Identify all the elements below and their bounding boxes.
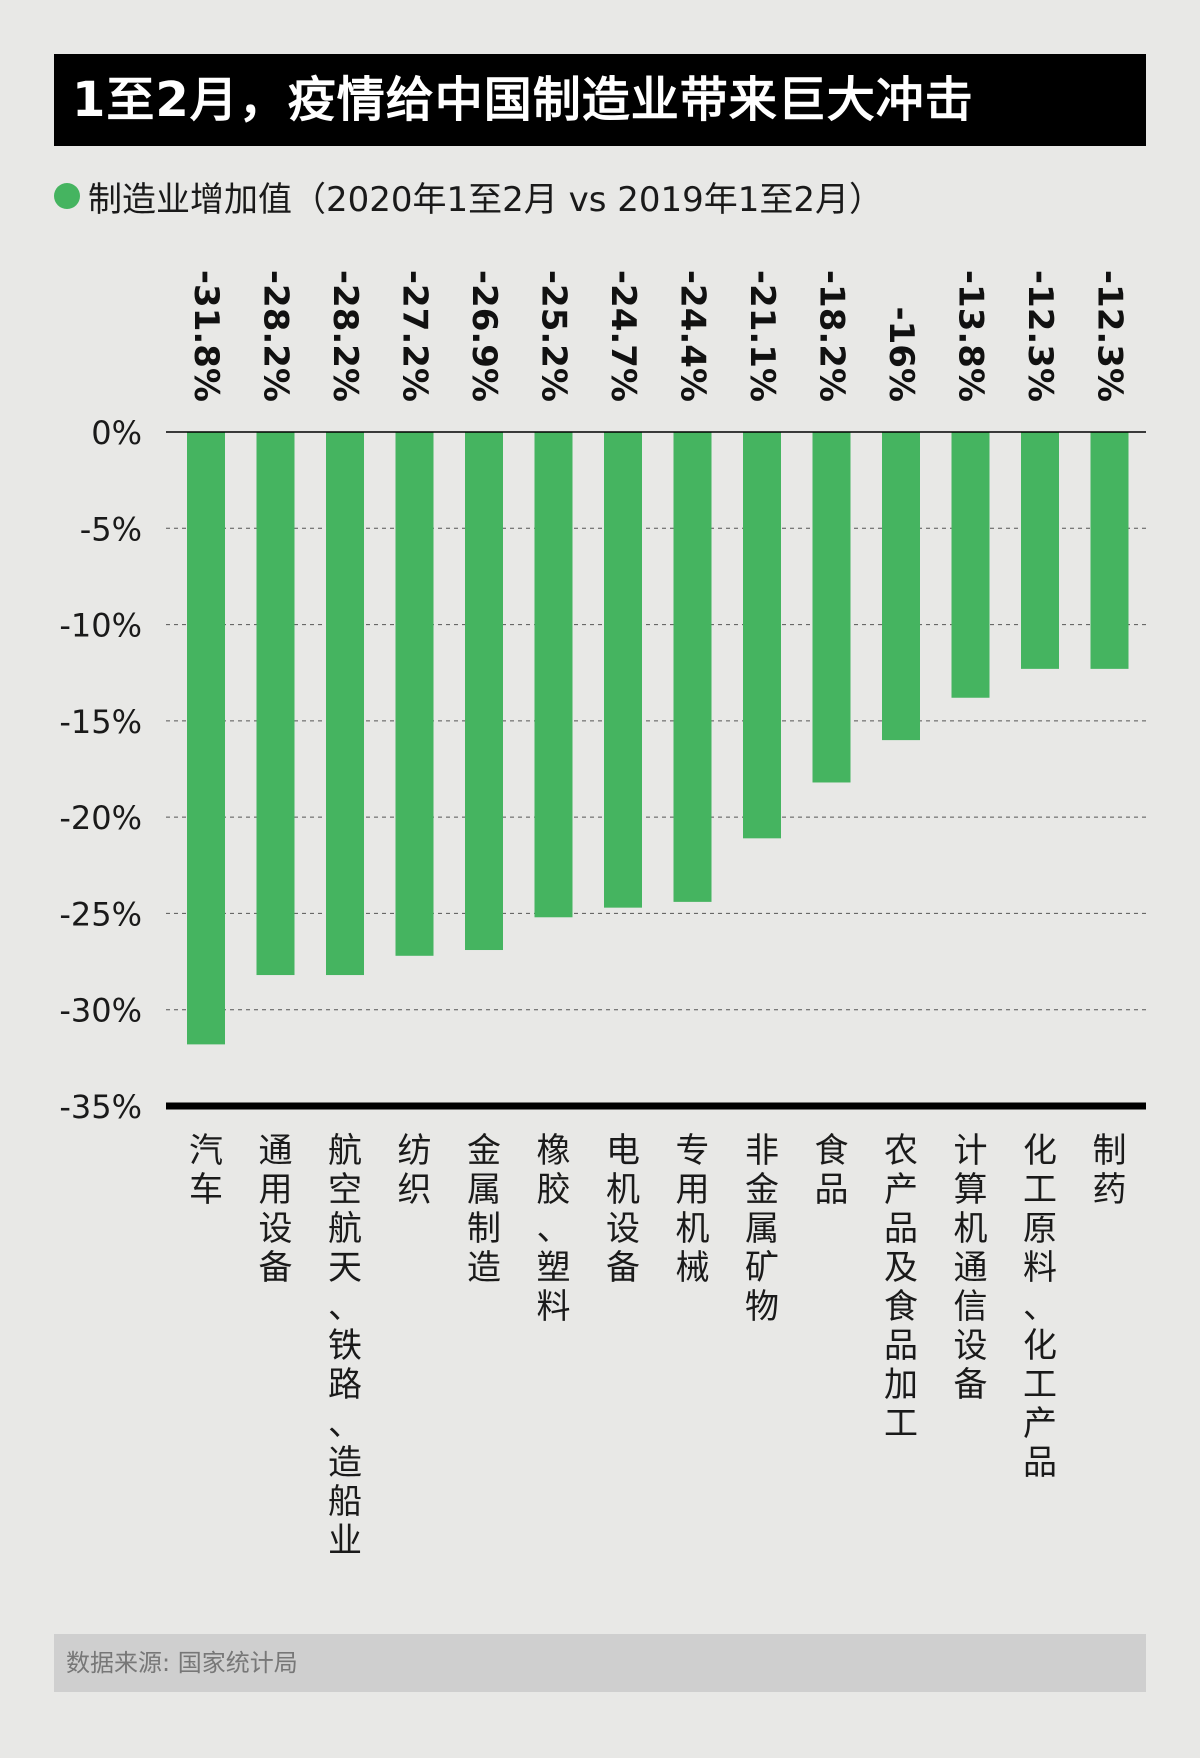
category-label: 电机设备 — [606, 1131, 640, 1288]
category-label: 农产品及食品加工 — [884, 1131, 918, 1444]
data-source: 数据来源: 国家统计局 — [66, 1649, 298, 1677]
chart-title: 1至2月，疫情给中国制造业带来巨大冲击 — [72, 72, 974, 128]
data-label: -21.1% — [742, 270, 782, 402]
category-label: 制药 — [1093, 1131, 1127, 1210]
y-tick-label: -10% — [59, 607, 142, 645]
category-label: 计算机通信设备 — [954, 1131, 988, 1405]
category-label: 航空航天、铁路、造船业 — [328, 1131, 362, 1561]
data-label: -12.3% — [1090, 270, 1130, 402]
y-tick-label: -15% — [59, 703, 142, 741]
data-label: -24.4% — [673, 270, 713, 402]
bar — [882, 432, 920, 741]
source-bar: 数据来源: 国家统计局 — [54, 1634, 1146, 1692]
category-label: 纺织 — [398, 1131, 432, 1210]
bar — [256, 432, 295, 976]
y-tick-label: -35% — [59, 1088, 142, 1126]
category-label: 化工原料、化工产品 — [1023, 1131, 1057, 1483]
category-label: 食品 — [815, 1131, 849, 1210]
bar — [951, 432, 990, 698]
legend: 制造业增加值（2020年1至2月 vs 2019年1至2月） — [54, 172, 883, 220]
bar — [187, 432, 225, 1045]
data-label: -27.2% — [395, 270, 435, 402]
y-tick-label: -5% — [80, 510, 142, 548]
y-tick-label: -30% — [59, 992, 142, 1030]
data-label: -24.7% — [603, 270, 643, 402]
category-label: 非金属矿物 — [745, 1131, 779, 1327]
y-tick-label: -20% — [59, 799, 142, 837]
category-label: 通用设备 — [259, 1131, 293, 1288]
data-label: -26.9% — [464, 270, 504, 402]
bar — [1090, 432, 1129, 669]
bar — [743, 432, 781, 839]
bar — [673, 432, 712, 902]
data-label: -12.3% — [1020, 270, 1060, 402]
data-label: -13.8% — [951, 270, 991, 402]
data-label: -28.2% — [256, 270, 296, 402]
title-bar: 1至2月，疫情给中国制造业带来巨大冲击 — [54, 54, 1146, 146]
legend-swatch — [54, 183, 80, 209]
data-label: -25.2% — [534, 270, 574, 402]
bar — [1021, 432, 1059, 669]
data-label: -18.2% — [812, 270, 852, 402]
category-label: 金属制造 — [467, 1131, 501, 1288]
data-label: -28.2% — [325, 270, 365, 402]
bar-chart: 0% -5% -10% -15% -20% -25% -30% -35% -31.8% -28.2… — [59, 270, 1146, 1561]
y-tick-label: 0% — [91, 414, 142, 452]
data-label: -31.8% — [186, 270, 226, 402]
bar — [534, 432, 573, 918]
data-label: -16% — [881, 307, 921, 403]
bar — [604, 432, 642, 908]
legend-label: 制造业增加值（2020年1至2月 vs 2019年1至2月） — [88, 179, 884, 220]
category-label: 专用机械 — [676, 1131, 710, 1288]
bar — [326, 432, 364, 976]
category-label: 汽车 — [189, 1131, 223, 1210]
y-tick-label: -25% — [59, 895, 142, 933]
category-label: 橡胶、塑料 — [537, 1131, 571, 1327]
bar — [395, 432, 434, 956]
bar — [812, 432, 851, 783]
bar — [465, 432, 503, 951]
